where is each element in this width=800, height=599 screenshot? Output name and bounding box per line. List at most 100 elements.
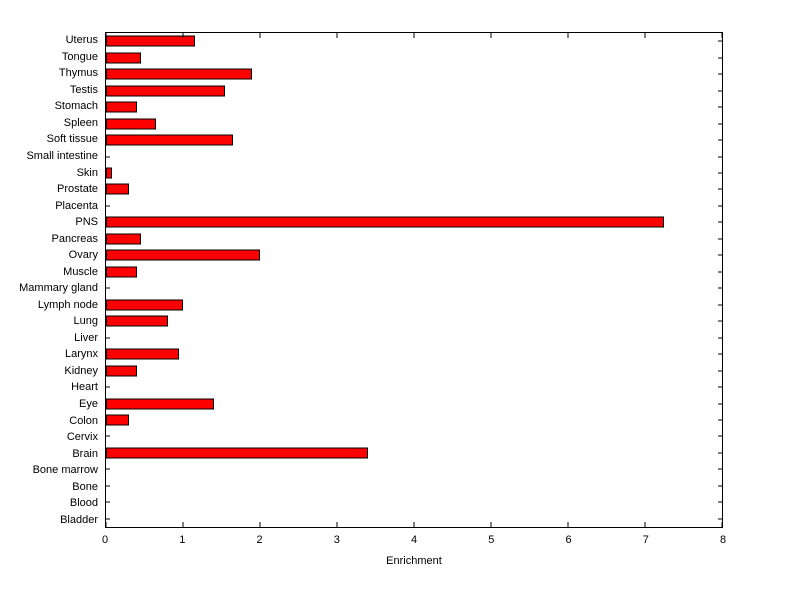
y-tick-mark [718, 353, 722, 355]
y-tick-label: PNS [75, 216, 98, 229]
x-tick-mark [413, 522, 415, 527]
y-tick-mark [106, 485, 110, 487]
bar-prostate [106, 183, 130, 195]
bar-testis [106, 85, 226, 97]
bar-larynx [106, 348, 180, 360]
bar-ovary [106, 249, 260, 261]
bar-spleen [106, 118, 157, 130]
x-tick-mark [644, 522, 646, 527]
x-tick-label: 0 [101, 534, 109, 546]
x-tick-mark [567, 33, 569, 38]
y-tick-mark [106, 337, 110, 339]
y-tick-mark [106, 205, 110, 207]
bar-kidney [106, 365, 137, 377]
y-tick-label: Skin [76, 166, 98, 179]
bar-colon [106, 414, 130, 426]
bar-pancreas [106, 233, 141, 245]
x-tick-mark [105, 522, 107, 527]
bar-tongue [106, 52, 141, 64]
y-tick-mark [718, 287, 722, 289]
y-tick-label: Brain [72, 447, 98, 460]
y-axis-labels: Uterus Tongue Thymus Testis Stomach Spleen Sof… [0, 32, 98, 528]
y-tick-label: Prostate [57, 183, 98, 196]
bar-lymph-node [106, 299, 183, 311]
x-tick-label: 8 [719, 534, 727, 546]
y-tick-mark [718, 139, 722, 141]
y-tick-mark [106, 501, 110, 503]
x-tick-label: 6 [565, 534, 572, 546]
y-tick-mark [718, 452, 722, 454]
y-tick-label: Uterus [65, 34, 98, 47]
y-tick-label: Pancreas [51, 232, 98, 245]
x-tick-label: 5 [488, 534, 495, 546]
y-tick-mark [718, 40, 722, 42]
x-tick-label: 1 [179, 534, 186, 546]
y-tick-label: Blood [69, 497, 98, 510]
y-tick-mark [718, 386, 722, 388]
x-tick-label: 7 [642, 534, 649, 546]
x-tick-mark [413, 33, 415, 38]
y-tick-mark [718, 518, 722, 520]
x-tick-label: 3 [333, 534, 340, 546]
y-tick-mark [718, 221, 722, 223]
y-tick-mark [106, 386, 110, 388]
y-tick-label: Small intestine [26, 150, 98, 162]
x-tick-mark [259, 33, 261, 38]
y-tick-mark [718, 254, 722, 256]
y-tick-mark [718, 188, 722, 190]
y-tick-label: Soft tissue [46, 133, 98, 146]
x-tick-mark [490, 33, 492, 38]
y-tick-mark [718, 337, 722, 339]
y-tick-mark [718, 419, 722, 421]
y-tick-mark [718, 172, 722, 174]
y-tick-mark [718, 238, 722, 240]
x-tick-mark [259, 522, 261, 527]
x-tick-mark [644, 33, 646, 38]
x-tick-mark [336, 522, 338, 527]
y-tick-mark [718, 468, 722, 470]
y-tick-mark [718, 485, 722, 487]
y-tick-label: Thymus [58, 67, 98, 80]
y-tick-label: Ovary [68, 249, 98, 262]
y-tick-label: Heart [71, 381, 98, 394]
y-tick-label: Larynx [64, 348, 98, 361]
y-tick-mark [718, 271, 722, 273]
y-tick-mark [718, 90, 722, 92]
y-tick-label: Kidney [64, 364, 98, 377]
y-tick-label: Tongue [61, 50, 98, 63]
y-tick-mark [718, 73, 722, 75]
y-tick-label: Muscle [63, 265, 98, 278]
y-tick-mark [718, 205, 722, 207]
x-axis-title: Enrichment [386, 555, 442, 567]
bar-eye [106, 398, 214, 409]
bar-skin [106, 167, 113, 179]
y-tick-mark [718, 501, 722, 503]
y-tick-mark [718, 106, 722, 108]
bar-stomach [106, 101, 137, 113]
bar-thymus [106, 68, 253, 80]
x-tick-mark [721, 33, 723, 38]
y-tick-mark [718, 57, 722, 59]
x-tick-mark [336, 33, 338, 38]
bar-soft-tissue [106, 134, 234, 146]
y-tick-mark [106, 518, 110, 520]
bar-lung [106, 315, 168, 327]
y-tick-mark [106, 156, 110, 157]
y-tick-mark [718, 156, 722, 157]
y-tick-mark [106, 435, 110, 437]
y-tick-label: Testis [69, 83, 98, 96]
y-tick-label: Bone marrow [32, 464, 98, 477]
plot-area [105, 32, 723, 528]
x-axis-tick-labels: 0 1 2 3 4 5 6 7 8 [101, 534, 727, 548]
x-tick-mark [182, 522, 184, 527]
bar-muscle [106, 266, 137, 278]
x-tick-label: 4 [410, 534, 418, 546]
bar-uterus [106, 35, 195, 47]
x-tick-mark [182, 33, 184, 38]
y-tick-label: Bladder [60, 513, 98, 526]
x-tick-mark [567, 522, 569, 527]
y-tick-label: Lung [73, 315, 98, 328]
y-tick-mark [718, 320, 722, 322]
x-tick-mark [105, 33, 107, 38]
y-tick-label: Placenta [55, 199, 98, 212]
